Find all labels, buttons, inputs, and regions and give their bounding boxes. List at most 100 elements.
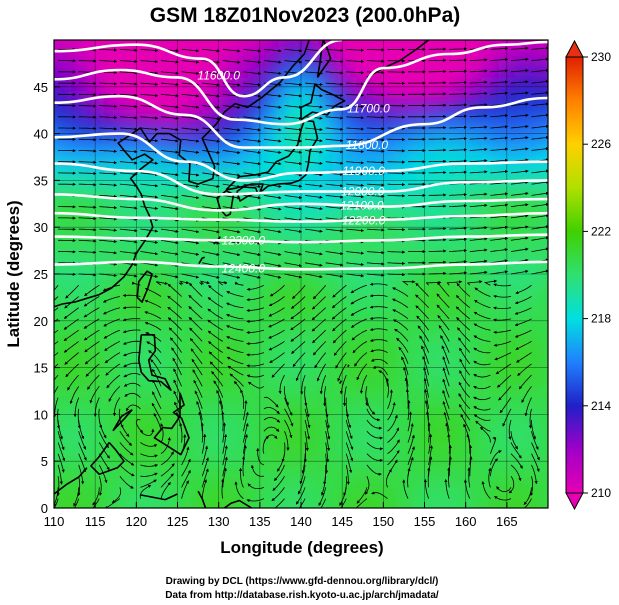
streamline xyxy=(111,487,122,504)
streamline xyxy=(319,374,327,395)
streamline xyxy=(493,318,512,322)
streamline xyxy=(325,206,344,210)
streamline xyxy=(119,273,138,278)
streamline xyxy=(160,183,179,188)
streamline xyxy=(63,341,79,353)
streamline xyxy=(119,116,138,120)
streamline xyxy=(428,456,433,477)
streamline xyxy=(263,49,282,53)
streamline xyxy=(386,377,390,398)
streamline xyxy=(460,413,471,432)
streamline xyxy=(284,161,303,166)
streamline xyxy=(104,352,121,364)
streamline xyxy=(473,396,491,401)
streamline xyxy=(346,183,365,187)
streamline xyxy=(78,160,97,164)
streamline xyxy=(160,206,179,211)
streamline xyxy=(181,138,200,143)
streamline xyxy=(102,284,120,292)
streamline xyxy=(172,357,182,376)
streamline xyxy=(449,47,468,51)
streamline xyxy=(148,350,162,365)
coastline xyxy=(223,499,253,508)
streamline xyxy=(181,251,200,256)
coastline xyxy=(347,364,350,368)
streamline xyxy=(89,386,100,404)
streamline xyxy=(508,419,512,440)
streamline xyxy=(350,307,368,316)
streamline xyxy=(419,335,429,353)
streamline xyxy=(343,476,347,497)
streamline xyxy=(312,284,327,300)
streamline xyxy=(139,484,152,499)
streamline xyxy=(325,419,331,440)
streamline xyxy=(243,161,262,166)
streamline xyxy=(222,183,241,189)
streamline xyxy=(449,103,468,107)
streamline xyxy=(531,79,548,84)
streamline xyxy=(366,262,385,266)
streamline xyxy=(226,314,244,320)
streamline xyxy=(442,389,450,409)
coastline xyxy=(138,334,172,391)
streamline xyxy=(284,105,303,109)
streamline xyxy=(524,397,532,417)
streamline xyxy=(140,82,159,86)
streamline xyxy=(456,282,471,297)
streamline xyxy=(160,463,175,477)
streamline xyxy=(366,453,384,463)
streamline xyxy=(189,337,203,353)
streamline xyxy=(263,138,282,143)
streamline xyxy=(305,206,323,211)
streamline xyxy=(305,82,323,87)
streamline xyxy=(155,281,169,286)
streamline xyxy=(428,238,447,242)
streamline xyxy=(510,247,529,252)
streamline xyxy=(531,124,548,129)
streamline xyxy=(393,319,409,331)
streamline xyxy=(447,467,451,488)
streamline xyxy=(531,169,548,174)
colorbar-tick-label: 214 xyxy=(591,399,611,413)
streamline xyxy=(118,408,124,429)
streamline xyxy=(437,281,450,297)
streamline xyxy=(146,341,162,353)
streamline xyxy=(160,60,179,64)
streamline xyxy=(63,318,79,330)
streamline xyxy=(140,228,159,233)
streamline xyxy=(490,259,509,264)
streamline xyxy=(123,372,141,378)
streamline xyxy=(201,457,209,477)
streamline xyxy=(415,282,429,297)
streamline xyxy=(99,206,118,210)
streamline xyxy=(150,359,162,376)
streamline xyxy=(99,93,118,97)
streamline xyxy=(278,374,285,395)
streamline xyxy=(77,408,81,429)
colorbar-scale xyxy=(565,56,584,494)
streamline xyxy=(437,314,450,331)
streamline xyxy=(510,236,529,241)
streamline xyxy=(325,93,344,98)
streamline xyxy=(298,498,306,508)
streamline xyxy=(325,228,344,233)
streamline xyxy=(78,115,97,119)
streamline xyxy=(443,411,450,432)
streamline xyxy=(320,498,327,508)
streamline xyxy=(108,386,121,402)
streamline xyxy=(493,306,512,310)
streamline xyxy=(243,183,262,188)
streamline xyxy=(181,93,200,98)
streamline xyxy=(494,495,512,501)
streamline xyxy=(438,325,450,342)
streamline xyxy=(181,469,191,488)
streamline xyxy=(337,363,347,382)
streamline xyxy=(222,49,241,53)
streamline xyxy=(160,138,179,143)
streamline xyxy=(345,442,354,462)
streamline xyxy=(490,203,509,207)
streamline xyxy=(246,307,265,313)
streamline xyxy=(316,363,327,382)
streamline xyxy=(442,356,450,376)
streamline xyxy=(346,262,365,267)
